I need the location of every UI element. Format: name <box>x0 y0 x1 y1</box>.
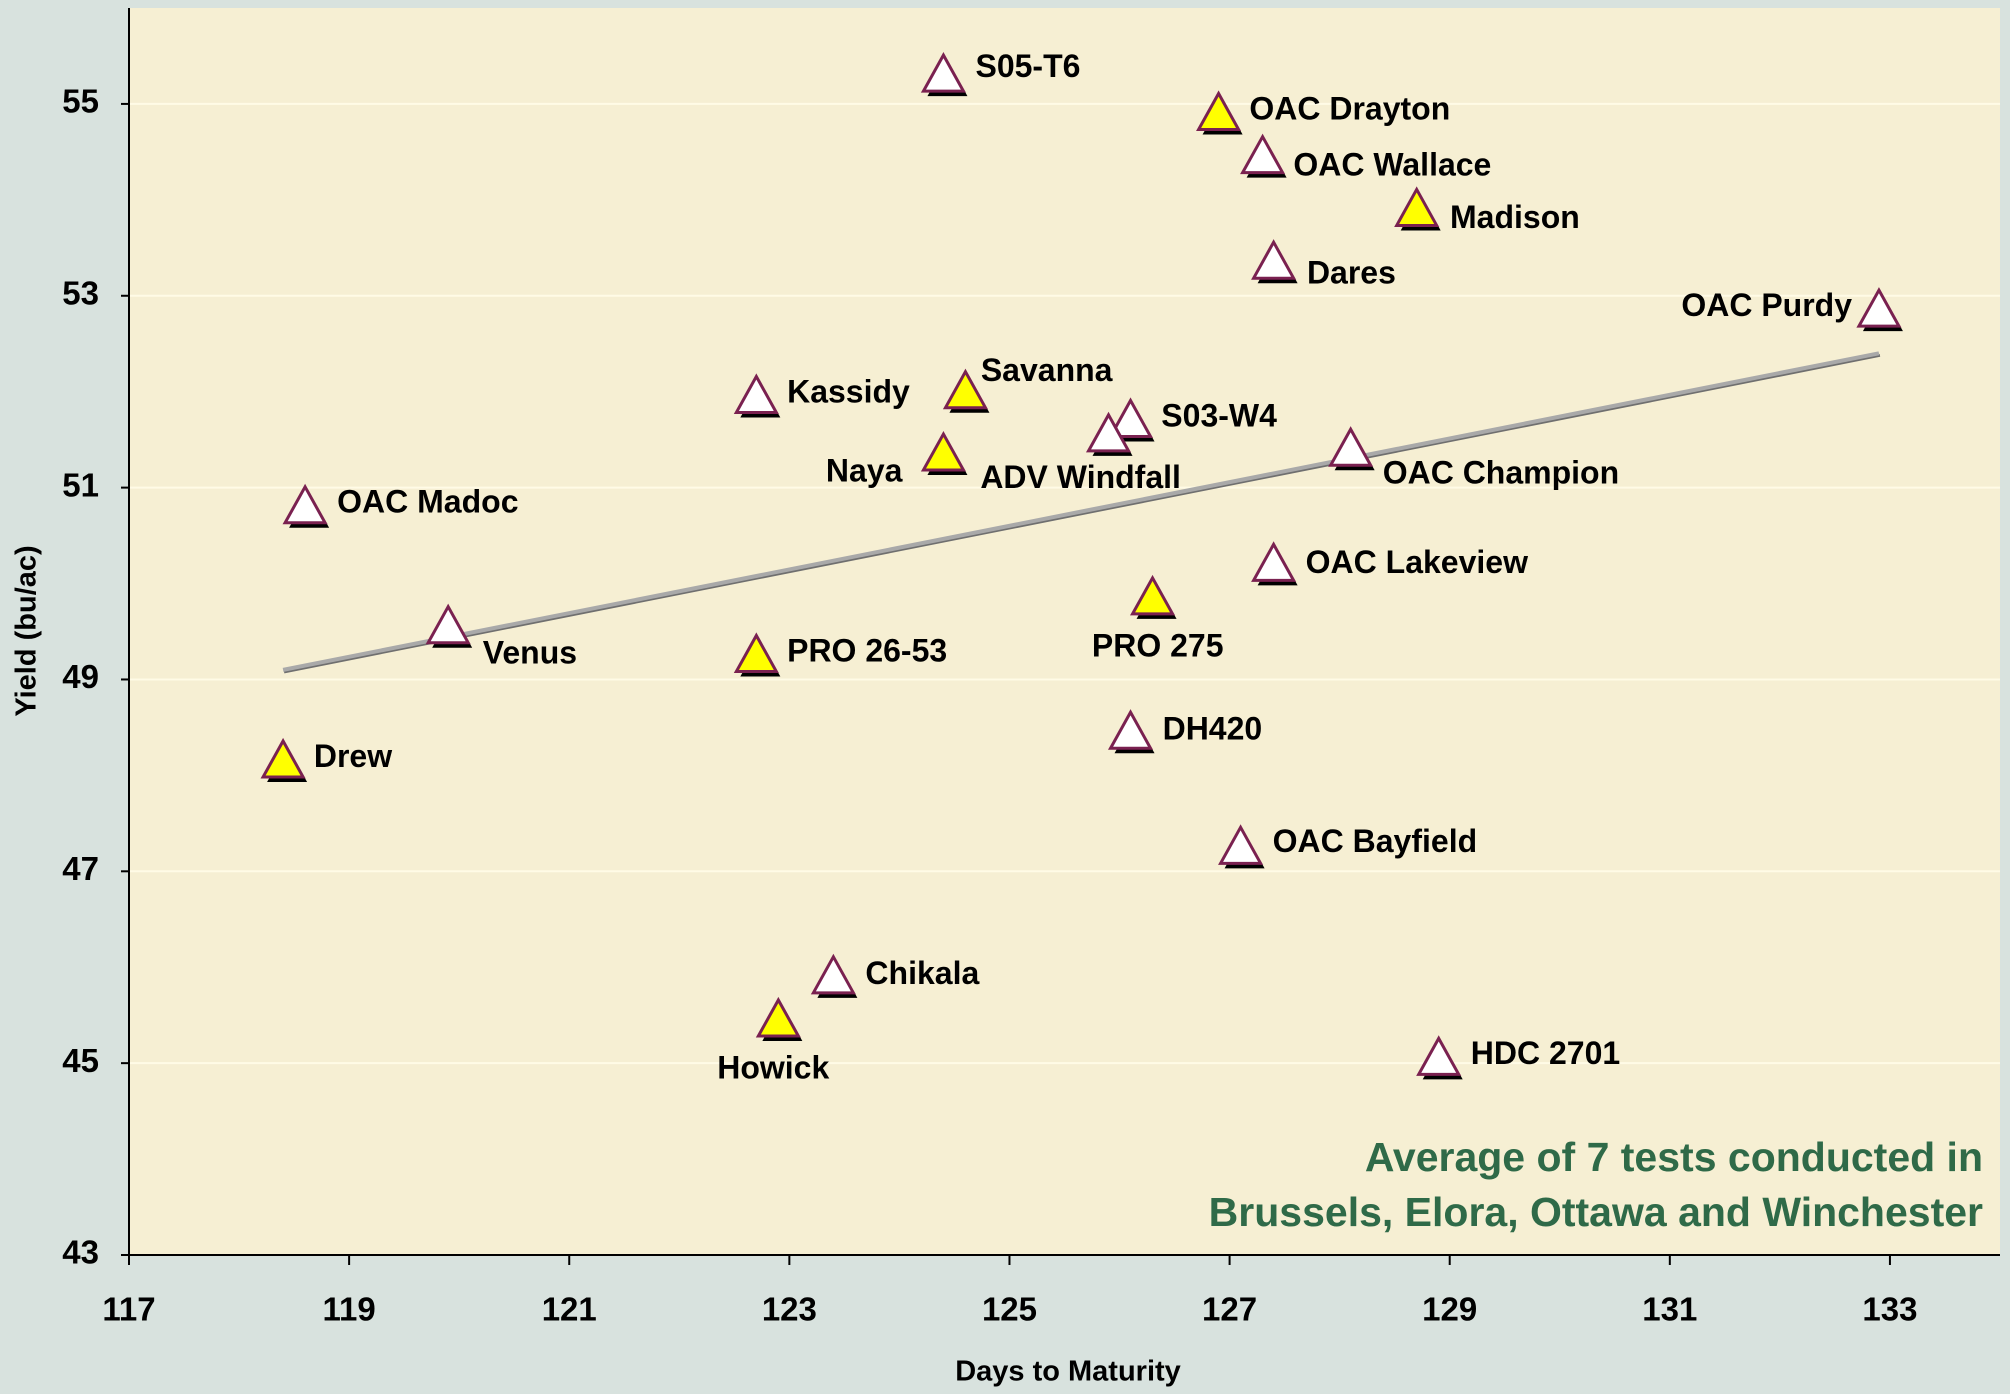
y-tick-label: 51 <box>62 466 99 503</box>
point-label: Howick <box>717 1049 829 1085</box>
marker <box>810 953 856 995</box>
marker <box>755 996 801 1038</box>
point-label: Kassidy <box>787 373 910 409</box>
x-tick-label: 129 <box>1422 1291 1477 1328</box>
annotation: Brussels, Elora, Ottawa and Winchester <box>1209 1189 1983 1235</box>
point-label: Dares <box>1307 254 1396 290</box>
y-tick-label: 43 <box>62 1234 99 1271</box>
point-label: DH420 <box>1163 710 1263 746</box>
marker <box>1196 90 1242 132</box>
marker <box>1129 574 1176 616</box>
point-label: OAC Champion <box>1383 454 1619 490</box>
marker <box>1416 1035 1462 1076</box>
point-label: OAC Purdy <box>1681 287 1852 323</box>
y-tick-label: 49 <box>62 658 99 695</box>
y-tick-label: 47 <box>62 850 99 887</box>
marker <box>1856 287 1902 328</box>
marker <box>1085 411 1132 453</box>
point-label: S05-T6 <box>975 48 1080 84</box>
marker <box>260 737 306 779</box>
x-tick-label: 131 <box>1642 1291 1697 1328</box>
x-tick-label: 125 <box>982 1291 1037 1328</box>
point-label: Venus <box>483 634 577 670</box>
marker <box>1251 541 1297 582</box>
x-tick-label: 133 <box>1862 1291 1917 1328</box>
marker <box>1394 186 1440 227</box>
plot-area <box>129 8 2000 1255</box>
point-label: PRO 26-53 <box>787 632 947 668</box>
marker <box>282 483 328 525</box>
y-tick-label: 53 <box>62 274 99 311</box>
marker <box>920 52 966 93</box>
point-label: Naya <box>826 453 903 489</box>
x-tick-label: 119 <box>322 1291 375 1328</box>
marker <box>1107 397 1154 438</box>
marker <box>1218 824 1264 865</box>
point-label: OAC Lakeview <box>1306 544 1528 580</box>
point-label: OAC Bayfield <box>1273 823 1477 859</box>
marker <box>920 430 966 472</box>
point-label: OAC Wallace <box>1293 146 1491 182</box>
point-label: Savanna <box>981 352 1113 388</box>
point-label: ADV Windfall <box>980 459 1181 495</box>
trendline <box>282 351 1880 672</box>
y-tick-label: 45 <box>62 1042 99 1079</box>
marker <box>1107 709 1154 750</box>
point-label: HDC 2701 <box>1471 1035 1620 1071</box>
x-axis-label: Days to Maturity <box>955 1356 1181 1388</box>
marker <box>942 368 988 410</box>
point-label: PRO 275 <box>1092 627 1224 663</box>
x-tick-label: 127 <box>1202 1291 1257 1328</box>
x-tick-label: 123 <box>762 1291 817 1328</box>
marker <box>425 603 471 645</box>
point-label: Chikala <box>865 955 979 991</box>
point-label: Madison <box>1450 199 1580 235</box>
marker <box>1328 426 1374 467</box>
point-label: S03-W4 <box>1161 397 1277 433</box>
point-label: OAC Madoc <box>337 484 518 520</box>
point-label: Drew <box>314 738 392 774</box>
y-tick-label: 55 <box>62 83 99 120</box>
y-axis-label: Yield (bu/ac) <box>11 545 43 716</box>
marker <box>1251 239 1297 280</box>
point-label: OAC Drayton <box>1249 90 1450 126</box>
annotation: Average of 7 tests conducted in <box>1365 1134 1983 1180</box>
trendline-shadow <box>283 353 1881 674</box>
marker <box>733 373 779 414</box>
x-tick-label: 117 <box>102 1291 155 1328</box>
marker <box>733 632 779 673</box>
x-tick-label: 121 <box>542 1291 597 1328</box>
marker <box>1240 133 1286 175</box>
